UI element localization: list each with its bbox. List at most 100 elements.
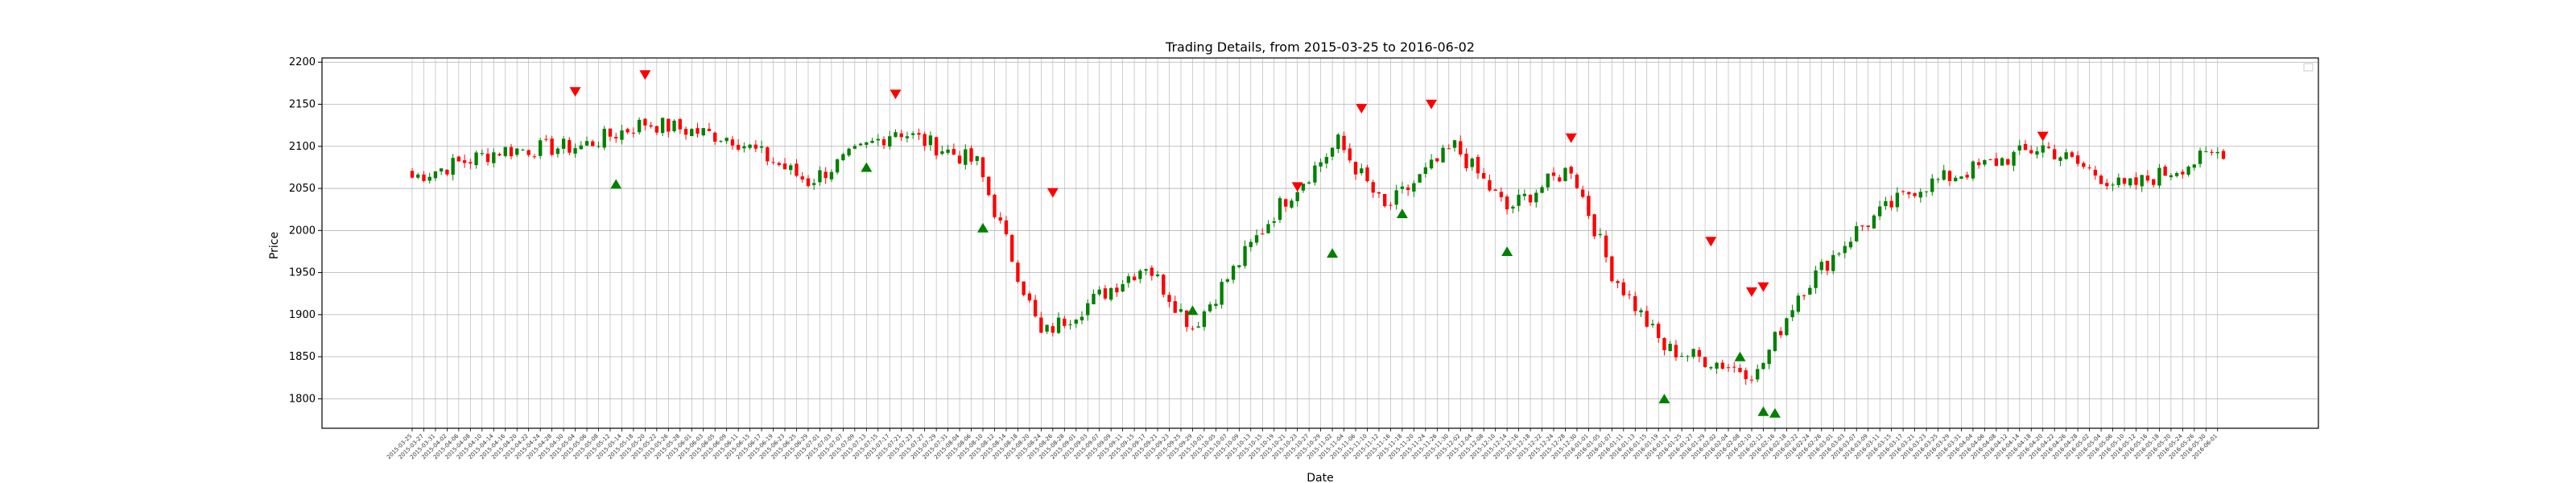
plot-frame: [321, 57, 2319, 429]
candle-body: [1796, 295, 1801, 312]
candle-body: [1855, 225, 1859, 242]
candle-body: [492, 152, 496, 163]
candle-body: [1261, 233, 1265, 235]
candle-body: [2111, 184, 2115, 186]
candle-body: [1237, 265, 1241, 267]
candle-body: [1954, 177, 1958, 182]
sell-signal-marker: [1426, 99, 1438, 109]
candle-body: [2012, 151, 2016, 166]
candle-body: [555, 148, 560, 155]
candle-body: [2145, 175, 2150, 181]
candle-body: [1086, 303, 1090, 316]
candle-body: [1068, 324, 1072, 325]
candle-body: [795, 163, 799, 176]
candle-body: [2140, 175, 2144, 187]
candle-body: [1860, 225, 1864, 227]
candle-body: [1756, 369, 1760, 380]
candle-body: [940, 151, 944, 155]
y-tick-label: 2050: [289, 183, 316, 195]
candle-body: [1383, 194, 1387, 207]
sell-signal-marker: [890, 89, 902, 100]
candle-body: [1406, 187, 1410, 190]
signal-markers: [569, 70, 2049, 418]
candle-body: [2210, 151, 2214, 153]
candle-body: [515, 148, 519, 155]
candle-body: [1767, 349, 1771, 365]
sell-signal-marker: [1356, 104, 1368, 114]
candle-body: [2070, 152, 2074, 157]
candle-body: [1167, 295, 1171, 303]
candle-body: [1680, 356, 1684, 357]
candle-body: [1080, 316, 1084, 320]
candle-body: [1843, 246, 1847, 254]
legend-box: [2303, 63, 2314, 72]
candle-body: [1703, 357, 1707, 367]
candle-body: [1517, 194, 1521, 206]
candle-body: [1185, 310, 1189, 328]
candle-body: [987, 176, 991, 196]
candle-body: [1872, 215, 1876, 229]
candle-body: [835, 159, 840, 173]
buy-signal-marker: [1757, 406, 1769, 416]
candle-body: [1913, 192, 1917, 196]
candle-body: [538, 140, 543, 156]
candle-body: [456, 156, 461, 162]
candle-body: [1551, 172, 1556, 176]
candle-body: [1691, 349, 1695, 357]
y-tick-label: 2000: [289, 225, 316, 237]
candle-body: [1196, 326, 1200, 328]
buy-signal-marker: [610, 179, 622, 189]
candle-body: [2087, 167, 2091, 169]
candle-body: [1558, 177, 1562, 182]
candle-body: [957, 155, 962, 164]
candle-body: [1412, 183, 1416, 192]
candle-body: [1441, 147, 1445, 163]
candle-body: [1418, 174, 1422, 183]
candle-body: [696, 128, 700, 134]
candle-body: [1819, 262, 1823, 270]
candle-body: [975, 156, 979, 161]
candle-body: [829, 171, 834, 180]
candle-body: [678, 119, 682, 130]
candle-body: [1336, 134, 1340, 149]
candle-body: [766, 147, 770, 162]
y-ticks: 1800 1850 1900 1950 2000 2050 2100 2150 2200: [289, 56, 322, 405]
candle-body: [2029, 150, 2033, 154]
candle-body: [1191, 328, 1195, 330]
candle-body: [1360, 168, 1364, 174]
candle-body: [911, 133, 915, 135]
candle-body: [422, 174, 426, 181]
candle-body: [759, 146, 764, 148]
candle-body: [1470, 159, 1474, 167]
candle-body: [1394, 190, 1398, 205]
candle-body: [1150, 267, 1154, 276]
candle-body: [1534, 192, 1538, 203]
candle-body: [782, 163, 787, 170]
candle-body: [852, 146, 857, 149]
candle-body: [445, 169, 449, 175]
candle-body: [1179, 309, 1183, 312]
buy-signal-marker: [1187, 305, 1199, 316]
candle-body: [1307, 182, 1311, 184]
candle-body: [667, 118, 671, 132]
candle-body: [1447, 148, 1451, 150]
candle-body: [2064, 152, 2068, 159]
candle-body: [1604, 235, 1608, 258]
grid-lines: [322, 58, 2318, 428]
candle-body: [2053, 149, 2057, 159]
candle-body: [1476, 156, 1480, 174]
candle-body: [561, 138, 566, 149]
candle-body: [550, 138, 554, 155]
candle-body: [1022, 281, 1026, 295]
candle-body: [2204, 151, 2208, 153]
y-tick-label: 1850: [289, 351, 316, 363]
candle-body: [2116, 177, 2120, 185]
candle-body: [440, 168, 444, 172]
buy-signal-marker: [1658, 394, 1670, 404]
candle-body: [462, 160, 467, 163]
candle-body: [474, 152, 478, 166]
candle-body: [608, 128, 613, 137]
candle-body: [1907, 192, 1911, 195]
candle-body: [1645, 311, 1649, 327]
